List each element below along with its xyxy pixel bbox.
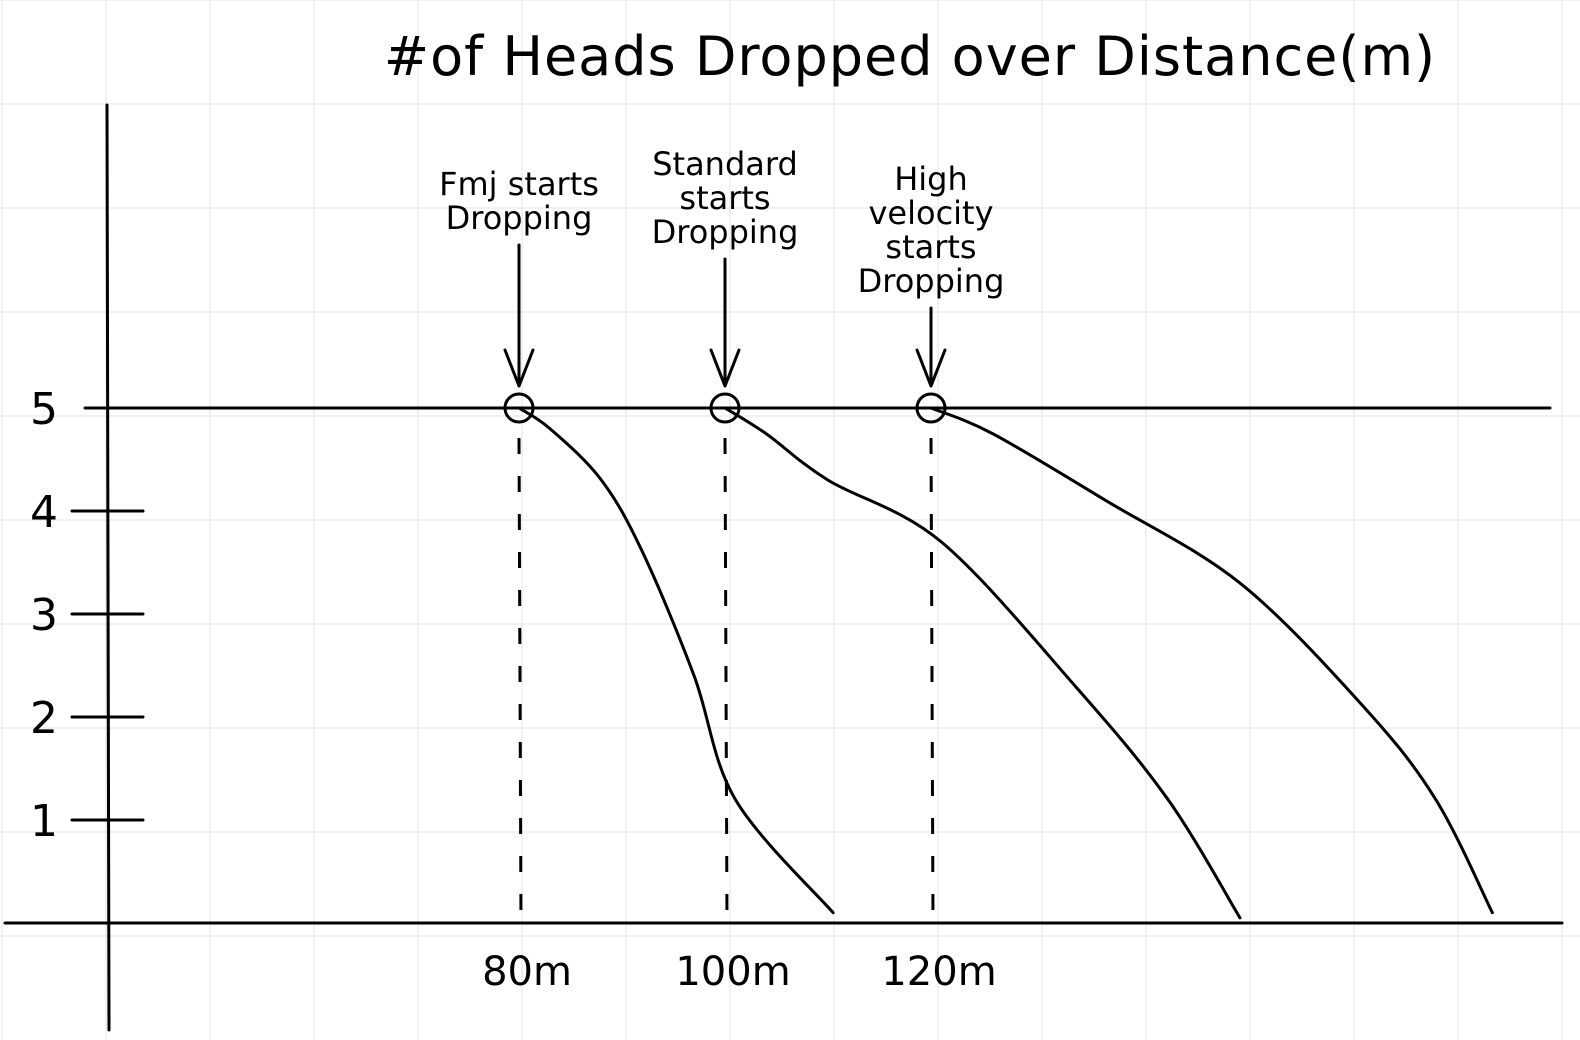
series-curve xyxy=(517,406,835,915)
annotation-text: starts xyxy=(679,179,770,217)
axes xyxy=(3,103,1564,1032)
annotation-text: High xyxy=(894,160,968,198)
x-tick-label: 80m xyxy=(482,949,572,995)
annotation-text: starts xyxy=(885,228,976,266)
annotation-text: Standard xyxy=(652,145,798,183)
annotation-arrow xyxy=(709,257,741,388)
annotation-text: Dropping xyxy=(652,213,799,251)
start-marker xyxy=(915,392,947,424)
start-marker xyxy=(709,392,741,424)
series-curve xyxy=(929,406,1494,915)
annotation-text: Dropping xyxy=(858,262,1005,300)
y-ticks: 1 2 3 4 5 xyxy=(30,384,145,847)
y-axis xyxy=(105,103,111,1032)
start-guide-line xyxy=(723,437,729,922)
series-curve xyxy=(723,406,1242,920)
x-tick-label: 120m xyxy=(881,949,996,995)
y-tick-label: 1 xyxy=(30,796,58,847)
start-guide-line xyxy=(929,437,935,922)
series-curves xyxy=(503,392,1494,920)
y-tick-label: 5 xyxy=(30,384,58,435)
annotation-arrow xyxy=(915,306,947,388)
annotations: Fmj startsDroppingStandardstartsDropping… xyxy=(439,145,1005,388)
chart-title: #of Heads Dropped over Distance(m) xyxy=(384,25,1436,88)
x-ticks: 80m 100m 120m xyxy=(482,949,997,995)
start-guide-line xyxy=(517,437,523,922)
y-tick-label: 2 xyxy=(30,693,58,744)
y-tick-label: 3 xyxy=(30,590,58,641)
dashed-guides xyxy=(517,437,935,922)
start-marker xyxy=(503,392,535,424)
y-tick-label: 4 xyxy=(30,487,58,538)
annotation-text: Dropping xyxy=(446,199,593,237)
annotation-text: Fmj starts xyxy=(439,165,599,203)
annotation-arrow xyxy=(503,243,535,388)
annotation-text: velocity xyxy=(868,194,993,232)
x-tick-label: 100m xyxy=(675,949,790,995)
